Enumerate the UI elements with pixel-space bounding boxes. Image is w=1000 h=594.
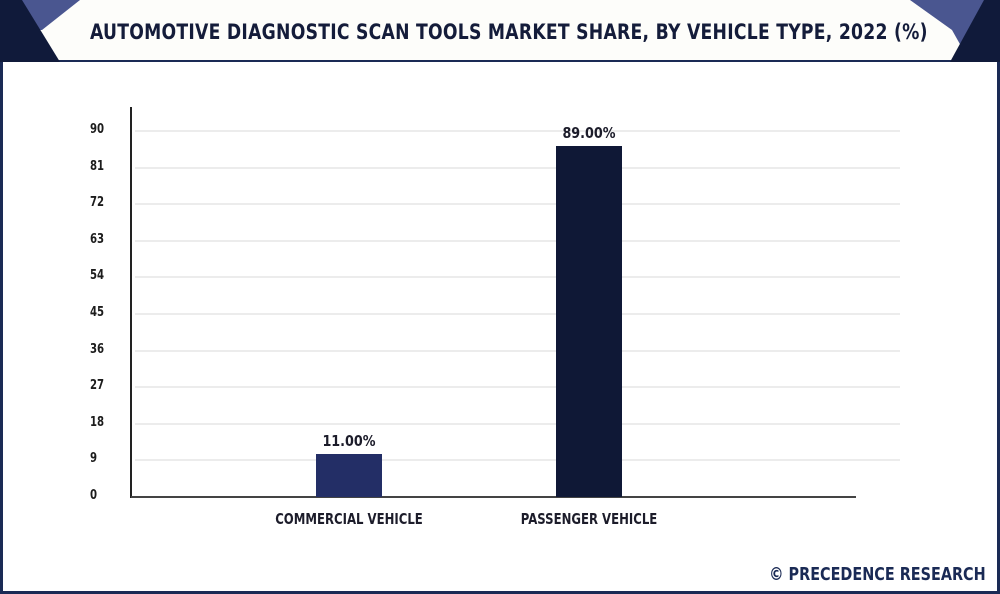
gridline bbox=[135, 166, 900, 169]
chart-title: AUTOMOTIVE DIAGNOSTIC SCAN TOOLS MARKET … bbox=[90, 20, 928, 44]
left-corner-decoration-icon bbox=[0, 0, 80, 62]
gridline bbox=[135, 386, 900, 389]
y-tick-label: 81 bbox=[90, 158, 105, 174]
gridline bbox=[135, 276, 900, 279]
gridline bbox=[135, 239, 900, 242]
bar-passenger-vehicle bbox=[556, 145, 622, 497]
gridline bbox=[135, 459, 900, 462]
gridline bbox=[135, 349, 900, 352]
y-tick-label: 54 bbox=[90, 268, 105, 284]
source-credit: © PRECEDENCE RESEARCH bbox=[769, 564, 986, 585]
y-tick-label: 45 bbox=[90, 305, 105, 320]
right-corner-decoration-icon bbox=[910, 0, 1000, 62]
bar-value-label: 89.00% bbox=[562, 123, 616, 142]
gridline bbox=[135, 130, 900, 132]
bar-value-label: 11.00% bbox=[322, 431, 376, 450]
y-tick-label: 0 bbox=[90, 488, 98, 503]
y-tick-label: 36 bbox=[90, 341, 105, 357]
y-tick-label: 27 bbox=[90, 378, 105, 394]
gridline bbox=[135, 422, 900, 425]
x-category-label: PASSENGER VEHICLE bbox=[520, 510, 658, 528]
gridline bbox=[135, 203, 900, 206]
y-tick-label: 90 bbox=[90, 122, 105, 137]
y-tick-label: 18 bbox=[90, 414, 105, 430]
title-banner: AUTOMOTIVE DIAGNOSTIC SCAN TOOLS MARKET … bbox=[0, 0, 1000, 62]
y-tick-label: 9 bbox=[90, 451, 98, 467]
bar-commercial-vehicle bbox=[316, 453, 382, 497]
x-category-label: COMMERCIAL VEHICLE bbox=[275, 510, 423, 528]
y-tick-label: 72 bbox=[90, 195, 105, 211]
y-tick-label: 63 bbox=[90, 231, 105, 247]
gridline bbox=[135, 313, 900, 315]
x-axis-line bbox=[131, 496, 856, 498]
y-axis-line bbox=[130, 107, 132, 498]
